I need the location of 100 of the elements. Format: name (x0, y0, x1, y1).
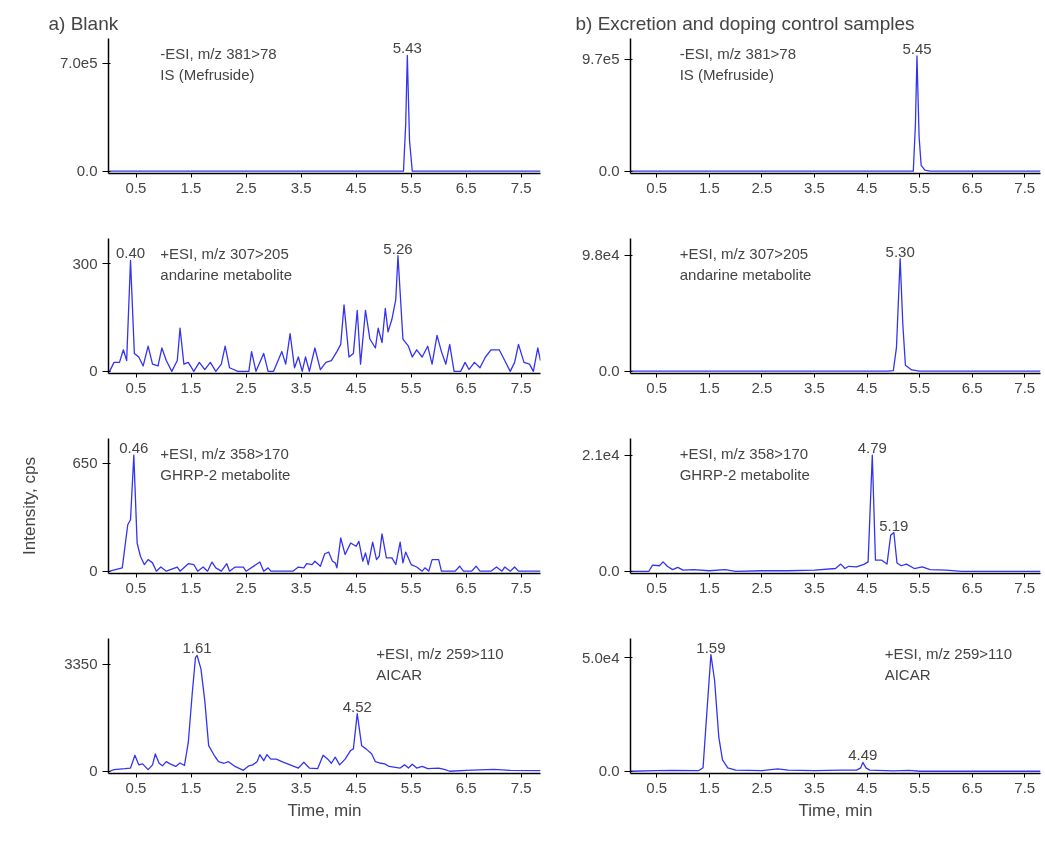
x-tick-label: 2.5 (751, 578, 773, 596)
x-tick-label: 6.5 (455, 178, 477, 196)
x-tick-label: 4.5 (345, 378, 367, 396)
y-tick-label: 0 (89, 562, 98, 580)
x-tick-label: 0.5 (125, 378, 147, 396)
x-tick-label: 7.5 (510, 178, 532, 196)
x-tick-label: 1.5 (698, 778, 720, 796)
x-tick-label: 7.5 (1014, 178, 1036, 196)
x-tick-label: 4.5 (345, 778, 367, 796)
x-tick-label: 3.5 (804, 578, 825, 596)
x-tick-label: 7.5 (1014, 578, 1036, 596)
annotation: 0.40 (115, 244, 146, 262)
y-tick-label: 0.0 (598, 162, 620, 180)
x-tick-label: 2.5 (235, 178, 257, 196)
annotation: GHRP-2 metabolite (679, 465, 810, 483)
y-tick-label: 3350 (64, 655, 98, 673)
annotation: 1.59 (696, 638, 726, 656)
x-tick-label: 0.5 (125, 778, 147, 796)
x-tick-label: 6.5 (961, 578, 983, 596)
x-tick-label: 3.5 (290, 778, 312, 796)
x-tick-label: 7.5 (1014, 778, 1036, 796)
annotation: AICAR (884, 665, 931, 683)
x-tick-label: 6.5 (961, 778, 983, 796)
x-tick-label: 4.5 (856, 778, 878, 796)
x-axis-title: Time, min (287, 800, 362, 820)
annotation: 1.61 (182, 639, 212, 657)
annotation: +ESI, m/z 307>205 (679, 244, 809, 262)
annotation: 5.30 (885, 242, 915, 260)
x-tick-label: 0.5 (125, 178, 147, 196)
x-tick-label: 5.5 (909, 578, 931, 596)
x-tick-label: 1.5 (698, 178, 720, 196)
x-tick-label: 2.5 (751, 778, 773, 796)
x-tick-label: 1.5 (698, 378, 720, 396)
x-tick-label: 7.5 (510, 378, 532, 396)
x-tick-label: 2.5 (751, 178, 773, 196)
y-tick-label: 2.1e4 (581, 446, 620, 464)
x-tick-label: 7.5 (510, 578, 532, 596)
annotation: 5.43 (392, 39, 422, 57)
annotation: -ESI, m/z 381>78 (679, 44, 797, 62)
x-tick-label: 1.5 (180, 378, 202, 396)
x-tick-label: 5.5 (909, 178, 931, 196)
y-tick-label: 0.0 (598, 762, 620, 780)
annotation: 5.45 (902, 39, 932, 57)
x-tick-label: 5.5 (400, 378, 422, 396)
x-tick-label: 7.5 (1014, 378, 1036, 396)
y-tick-label: 7.0e5 (59, 54, 98, 72)
x-tick-label: 5.5 (400, 178, 422, 196)
annotation: andarine metabolite (160, 265, 293, 283)
x-tick-label: 4.5 (345, 578, 367, 596)
x-tick-label: 0.5 (646, 378, 668, 396)
x-tick-label: 5.5 (400, 778, 422, 796)
x-tick-label: 3.5 (804, 778, 825, 796)
x-tick-label: 6.5 (961, 178, 983, 196)
y-tick-label: 0.0 (598, 362, 620, 380)
x-tick-label: 4.5 (856, 378, 878, 396)
x-tick-label: 4.5 (856, 178, 878, 196)
y-tick-label: 0 (89, 362, 98, 380)
y-tick-label: 300 (72, 254, 98, 272)
annotation: GHRP-2 metabolite (160, 465, 291, 483)
x-tick-label: 3.5 (290, 178, 312, 196)
x-tick-label: 1.5 (180, 578, 202, 596)
x-tick-label: 3.5 (290, 378, 312, 396)
x-tick-label: 6.5 (455, 578, 477, 596)
x-tick-label: 2.5 (235, 778, 257, 796)
x-tick-label: 2.5 (751, 378, 773, 396)
annotation: 0.46 (119, 439, 149, 457)
y-tick-label: 0.0 (76, 162, 98, 180)
x-tick-label: 3.5 (804, 178, 825, 196)
y-tick-label: 0.0 (598, 562, 620, 580)
x-tick-label: 3.5 (290, 578, 312, 596)
x-tick-label: 5.5 (909, 378, 931, 396)
annotation: +ESI, m/z 259>110 (884, 644, 1013, 662)
x-tick-label: 0.5 (646, 778, 668, 796)
x-tick-label: 3.5 (804, 378, 825, 396)
annotation: +ESI, m/z 307>205 (160, 244, 289, 262)
x-tick-label: 6.5 (455, 778, 477, 796)
annotation: IS (Mefruside) (679, 65, 774, 83)
x-tick-label: 1.5 (180, 778, 202, 796)
y-tick-label: 9.8e4 (581, 246, 620, 264)
x-tick-label: 4.5 (345, 178, 367, 196)
x-tick-label: 0.5 (646, 578, 668, 596)
x-tick-label: 6.5 (455, 378, 477, 396)
annotation: 4.49 (848, 746, 878, 764)
annotation: 4.52 (342, 697, 372, 715)
x-tick-label: 7.5 (510, 778, 532, 796)
x-tick-label: 6.5 (961, 378, 983, 396)
y-tick-label: 9.7e5 (581, 50, 620, 68)
y-axis-title: Intensity, cps (20, 457, 40, 555)
annotation: +ESI, m/z 259>110 (376, 644, 504, 662)
annotation: -ESI, m/z 381>78 (160, 44, 277, 62)
annotation: IS (Mefruside) (160, 65, 255, 83)
x-tick-label: 0.5 (125, 578, 147, 596)
x-tick-label: 5.5 (400, 578, 422, 596)
x-tick-label: 2.5 (235, 578, 257, 596)
y-tick-label: 0 (89, 762, 98, 780)
x-tick-label: 4.5 (856, 578, 878, 596)
y-tick-label: 650 (72, 454, 98, 472)
annotation: 5.19 (879, 516, 909, 534)
annotation: andarine metabolite (679, 265, 812, 283)
x-tick-label: 0.5 (646, 178, 668, 196)
